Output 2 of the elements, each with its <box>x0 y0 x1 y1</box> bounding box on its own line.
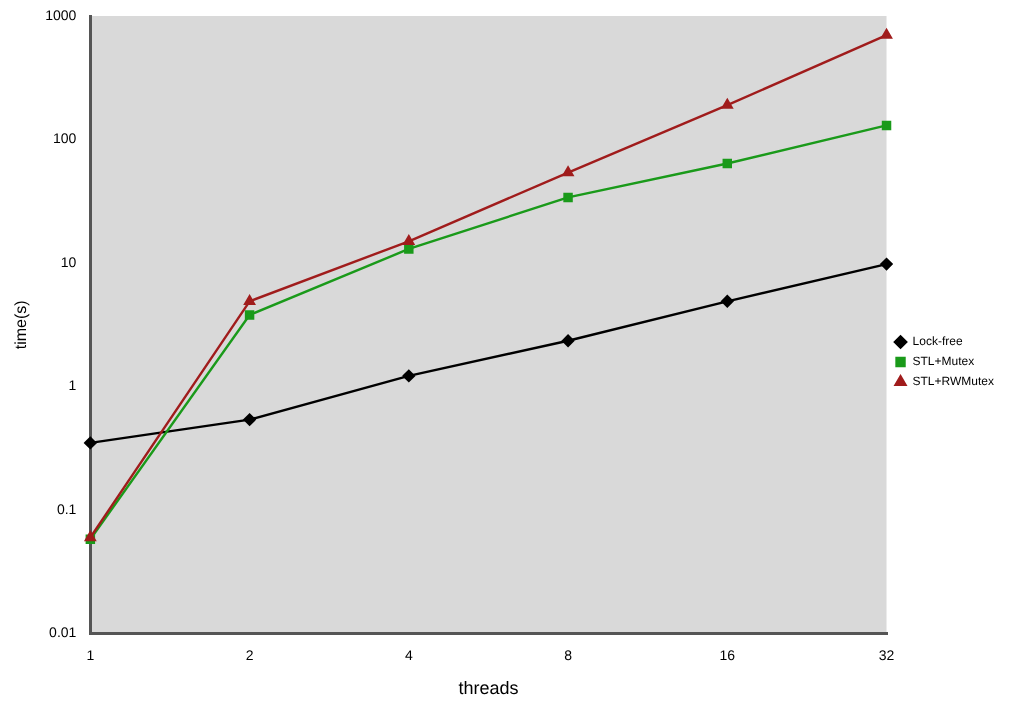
y-axis-title: time(s) <box>12 299 31 350</box>
x-axis-title: threads <box>458 678 520 699</box>
